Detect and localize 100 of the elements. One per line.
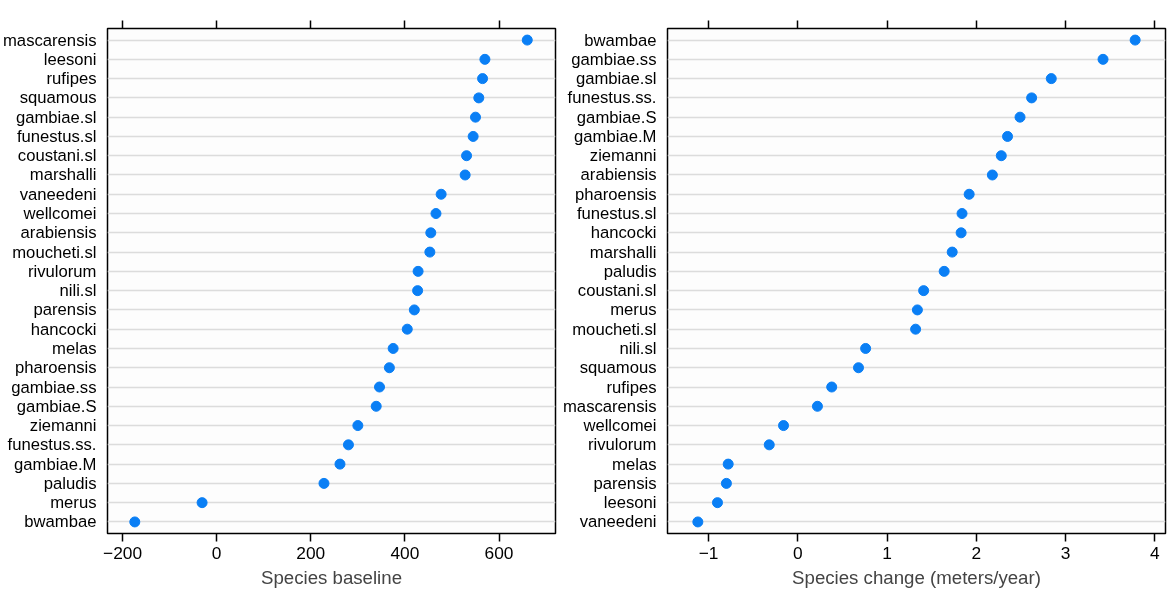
point xyxy=(383,362,395,374)
y-tick-label: funestus.ss. xyxy=(567,88,657,108)
point xyxy=(778,420,790,432)
y-tick-label: funestus.sl xyxy=(576,204,657,224)
y-tick-label: squamous xyxy=(579,358,657,378)
x-tick-label: 1 xyxy=(882,542,892,563)
y-tick-label: gambiae.ss xyxy=(571,49,657,69)
x-tick-label: 4 xyxy=(1149,542,1160,563)
y-tick-label: gambiae.sl xyxy=(575,69,657,89)
point xyxy=(1129,34,1141,46)
point xyxy=(692,516,704,528)
point xyxy=(911,304,923,316)
point xyxy=(938,265,950,277)
y-tick-label: bwambae xyxy=(584,30,657,50)
point xyxy=(470,111,481,123)
y-tick-label: nili.sl xyxy=(59,281,97,301)
y-tick-label: arabiensis xyxy=(20,223,97,243)
y-tick-label: rufipes xyxy=(46,69,97,89)
y-tick-label: melas xyxy=(52,338,97,358)
y-tick-label: parensis xyxy=(33,300,97,320)
y-tick-label: parensis xyxy=(593,473,657,493)
y-tick-label: merus xyxy=(610,300,657,320)
y-tick-label: funestus.ss. xyxy=(7,435,97,455)
y-tick-label: leesoni xyxy=(43,49,97,69)
y-tick-label: squamous xyxy=(19,88,97,108)
y-tick-label: moucheti.sl xyxy=(12,242,97,262)
y-tick-label: rivulorum xyxy=(28,261,97,281)
point xyxy=(352,420,364,432)
x-tick-label: 0 xyxy=(211,542,222,563)
point xyxy=(720,477,732,489)
y-tick-label: gambiae.ss xyxy=(11,377,97,397)
y-tick-label: merus xyxy=(50,493,97,513)
y-tick-label: ziemanni xyxy=(589,146,657,166)
y-tick-label: marshalli xyxy=(29,165,97,185)
y-tick-label: ziemanni xyxy=(29,416,97,436)
y-tick-label: coustani.sl xyxy=(17,146,97,166)
point xyxy=(1045,73,1057,85)
y-tick-label: rivulorum xyxy=(588,435,657,455)
point xyxy=(946,246,958,258)
y-tick-label: arabiensis xyxy=(580,165,657,185)
x-axis-title: Species change (meters/year) xyxy=(792,566,1041,588)
y-tick-label: vaneedeni xyxy=(19,184,97,204)
point xyxy=(956,208,968,220)
y-tick-label: hancocki xyxy=(590,223,657,243)
y-tick-label: gambiae.sl xyxy=(15,107,97,127)
x-tick-label: 200 xyxy=(296,542,326,563)
y-tick-label: paludis xyxy=(43,473,97,493)
y-tick-label: leesoni xyxy=(603,493,657,513)
y-tick-label: hancocki xyxy=(30,319,97,339)
point xyxy=(521,34,533,46)
y-tick-label: gambiae.M xyxy=(574,126,657,146)
point xyxy=(1002,130,1014,142)
point xyxy=(722,458,734,470)
y-tick-label: gambiae.M xyxy=(14,454,97,474)
point xyxy=(477,73,489,85)
y-tick-label: pharoensis xyxy=(15,358,97,378)
x-axis-title: Species baseline xyxy=(260,566,403,588)
point xyxy=(401,323,413,335)
point xyxy=(955,227,967,239)
y-tick-label: rufipes xyxy=(606,377,657,397)
y-tick-label: funestus.sl xyxy=(16,126,97,146)
point xyxy=(995,150,1007,162)
y-tick-label: gambiae.S xyxy=(576,107,657,127)
point xyxy=(963,188,975,200)
point xyxy=(425,227,437,239)
y-tick-label: moucheti.sl xyxy=(572,319,657,339)
y-tick-label: mascarensis xyxy=(3,30,97,50)
point xyxy=(374,381,385,393)
y-tick-label: gambiae.S xyxy=(16,396,97,416)
point xyxy=(430,208,442,220)
point xyxy=(826,381,838,393)
point xyxy=(763,439,775,451)
x-tick-label: 600 xyxy=(484,542,514,563)
point xyxy=(459,169,471,181)
y-tick-label: melas xyxy=(612,454,657,474)
y-tick-label: mascarensis xyxy=(563,396,657,416)
y-tick-label: wellcomei xyxy=(582,416,657,436)
point xyxy=(424,246,436,258)
point xyxy=(412,285,424,297)
point xyxy=(711,497,723,509)
y-tick-label: vaneedeni xyxy=(579,512,657,532)
point xyxy=(811,400,823,412)
x-tick-label: 3 xyxy=(1060,542,1071,563)
x-tick-label: 0 xyxy=(792,542,803,563)
y-tick-label: wellcomei xyxy=(22,204,97,224)
point xyxy=(334,458,346,470)
point xyxy=(986,169,998,181)
point xyxy=(473,92,485,104)
x-tick-label: 2 xyxy=(971,542,982,563)
point xyxy=(910,323,922,335)
point xyxy=(387,342,399,354)
point xyxy=(1026,92,1038,104)
point xyxy=(435,188,447,200)
y-tick-label: coustani.sl xyxy=(577,281,657,301)
point xyxy=(461,150,473,162)
point xyxy=(852,362,864,374)
y-tick-label: pharoensis xyxy=(575,184,657,204)
point xyxy=(467,130,479,142)
y-tick-label: bwambae xyxy=(24,512,97,532)
point xyxy=(1014,111,1026,123)
